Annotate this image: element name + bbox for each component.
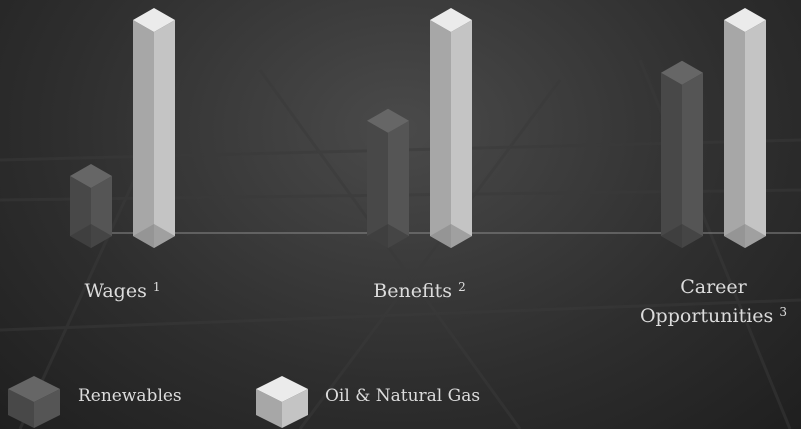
prism-right-face	[682, 72, 703, 248]
prism-top	[430, 8, 472, 32]
legend-label: Renewables	[78, 386, 182, 406]
footnote-marker: 2	[458, 280, 466, 294]
prism-bottom	[724, 224, 766, 248]
prism-left-face	[661, 72, 682, 248]
category-name: Career Opportunities	[639, 276, 774, 327]
prism-left-face	[367, 120, 388, 248]
prism-bottom	[70, 224, 112, 248]
prism-top	[70, 164, 112, 188]
legend-label: Oil & Natural Gas	[325, 386, 481, 406]
footnote-marker: 3	[779, 305, 787, 319]
prism-top	[661, 60, 703, 85]
bar	[133, 8, 175, 248]
prism-top	[724, 8, 766, 32]
bar	[661, 60, 703, 248]
legend-icon-top	[8, 376, 60, 402]
prism-bottom	[133, 224, 175, 248]
prism-left-face	[133, 20, 154, 248]
category-label: Wages 1	[38, 275, 208, 304]
bar	[430, 8, 472, 248]
prism-left-face	[430, 20, 451, 248]
bar	[367, 108, 409, 248]
prism-right-face	[388, 120, 409, 248]
prism-top	[367, 108, 409, 133]
prism-right-face	[745, 20, 766, 248]
bar	[70, 164, 112, 248]
legend-icon	[256, 376, 308, 428]
category-name: Wages	[84, 280, 147, 302]
bar	[724, 8, 766, 248]
footnote-marker: 1	[152, 280, 161, 294]
prism-right-face	[154, 20, 175, 248]
prism-top	[133, 8, 175, 32]
prism-right-face	[451, 20, 472, 248]
prism-bottom	[367, 224, 409, 248]
prism-left-face	[724, 20, 745, 248]
category-name: Benefits	[373, 280, 453, 302]
prism-bottom	[661, 224, 703, 248]
legend-icon	[8, 376, 60, 428]
prism-bottom	[430, 224, 472, 248]
category-label: Benefits 2	[335, 275, 505, 304]
legend-icon-top	[256, 376, 308, 402]
category-label: Career Opportunities 3	[629, 275, 799, 329]
